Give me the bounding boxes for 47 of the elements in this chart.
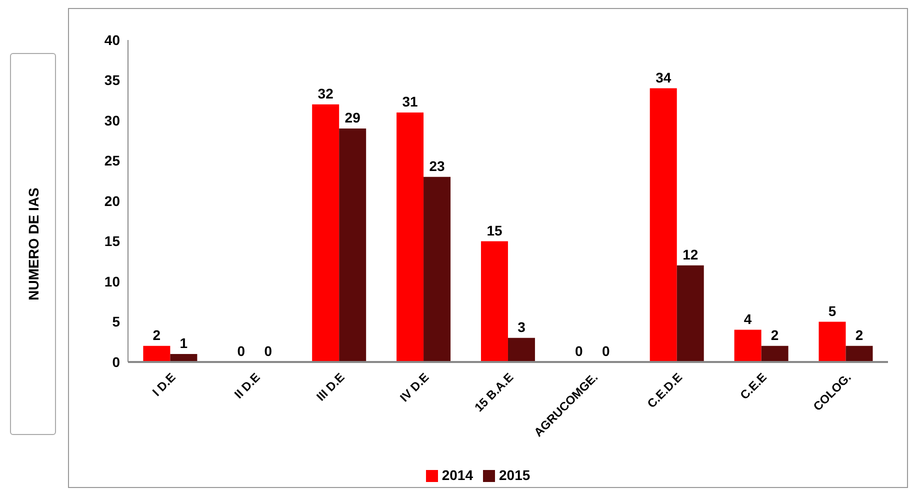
data-label: 23	[429, 158, 446, 174]
y-tick-label: 20	[104, 192, 120, 209]
legend-label: 2014	[442, 467, 473, 483]
bar	[508, 338, 535, 362]
data-label: 3	[518, 318, 526, 335]
y-tick-label: 10	[104, 273, 120, 290]
bar	[312, 104, 340, 362]
bar	[734, 330, 762, 362]
data-label: 2	[855, 326, 864, 343]
data-label: 31	[402, 93, 418, 110]
y-tick-label: 15	[104, 233, 120, 250]
y-tick-label: 25	[104, 152, 120, 169]
y-tick-label: 5	[112, 314, 120, 330]
data-label: 2	[770, 326, 779, 343]
x-tick-label: IV D.E	[397, 370, 432, 405]
y-tick-label: 40	[104, 32, 120, 48]
data-label: 0	[264, 342, 272, 359]
y-tick-label: 35	[104, 72, 120, 88]
data-label: 0	[575, 342, 584, 359]
bar	[480, 241, 508, 362]
bar	[676, 265, 704, 362]
data-label: 4	[744, 310, 752, 327]
legend-label: 2015	[499, 467, 530, 483]
data-label: 5	[828, 302, 836, 319]
data-label: 32	[318, 85, 334, 102]
bar	[761, 346, 788, 362]
y-tick-label: 0	[112, 354, 120, 370]
data-label: 15	[486, 222, 502, 238]
data-label: 0	[602, 342, 610, 359]
bar	[143, 346, 170, 362]
data-label: 0	[237, 342, 246, 359]
data-label: 12	[682, 246, 698, 262]
data-label: 34	[656, 69, 672, 86]
bar	[339, 128, 366, 362]
bar	[650, 88, 677, 362]
data-label: 2	[152, 326, 161, 343]
data-label: 1	[180, 334, 188, 351]
bar	[846, 346, 873, 362]
bar	[818, 322, 846, 362]
data-label: 29	[344, 110, 361, 126]
bar	[424, 176, 451, 362]
y-tick-label: 30	[104, 112, 120, 128]
x-tick-label: III D.E	[314, 370, 348, 404]
x-tick-label: II D.E	[232, 370, 263, 402]
x-tick-label: I D.E	[150, 370, 178, 399]
bar	[396, 112, 424, 362]
y-axis-title: NUMERO DE IAS	[25, 188, 42, 300]
